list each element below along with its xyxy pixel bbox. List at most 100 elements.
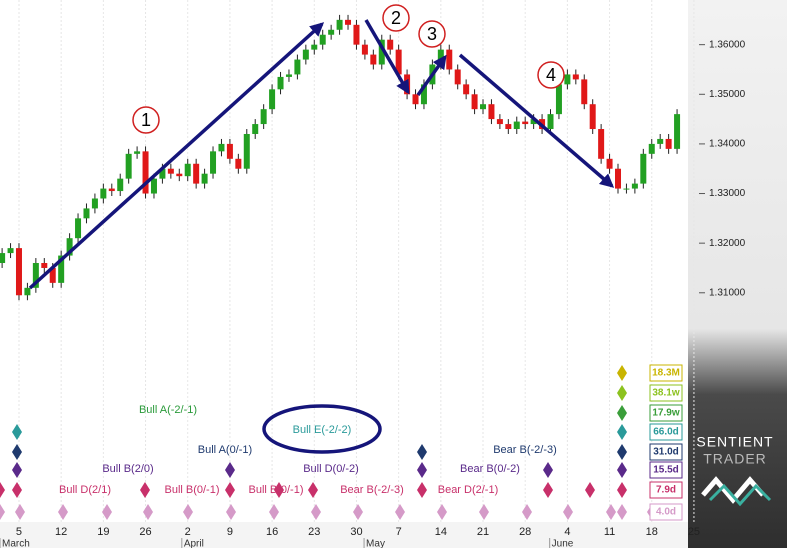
x-tick-label: 9: [227, 526, 233, 538]
candle-body: [378, 39, 385, 65]
y-tick-label: 1.36000: [709, 39, 746, 50]
diamond: [617, 482, 627, 498]
candle-body: [395, 49, 402, 75]
diamond: [0, 504, 5, 520]
candle-body: [480, 104, 487, 110]
month-label: April: [184, 539, 204, 548]
diamond: [417, 462, 427, 478]
marker-circle: [418, 20, 446, 48]
candle-body: [328, 29, 335, 35]
cycle-label: Bear B(0/-2): [460, 463, 520, 475]
period-box: [649, 481, 683, 499]
marker-circle: [382, 4, 410, 32]
x-tick-label: 7: [396, 526, 402, 538]
diamond: [617, 405, 627, 421]
candle-body: [24, 287, 31, 296]
candle-body: [345, 19, 352, 25]
diamond: [12, 462, 22, 478]
diamond: [617, 504, 627, 520]
candle-body: [100, 188, 107, 199]
candle-body: [226, 143, 233, 159]
candle-body: [167, 168, 174, 174]
candle-body: [496, 119, 503, 125]
diamond: [12, 424, 22, 440]
candle-body: [572, 74, 579, 80]
wave-arrows: [28, 19, 615, 290]
candle-body: [176, 173, 183, 177]
brand-line1: SENTIENT: [696, 434, 773, 450]
diamond: [12, 482, 22, 498]
diamond: [102, 504, 112, 520]
diamond: [543, 462, 553, 478]
period-box: [649, 364, 683, 382]
candle-body: [674, 114, 681, 149]
y-tick-label: 1.34000: [709, 139, 746, 150]
diamond: [617, 462, 627, 478]
cycle-label: Bull A(0/-1): [198, 444, 252, 456]
candle-body: [530, 119, 537, 125]
period-box: [649, 404, 683, 422]
candle-body: [277, 76, 284, 90]
month-label: June: [552, 539, 574, 548]
cycle-label: Bull D(2/1): [59, 484, 111, 496]
candle-body: [522, 121, 529, 125]
diamond: [606, 504, 616, 520]
x-tick-label: 5: [16, 526, 22, 538]
candle-body: [513, 121, 520, 130]
candle-body: [58, 255, 65, 283]
period-label: 31.0d: [653, 447, 679, 458]
x-tick-label: 23: [308, 526, 320, 538]
candle-body: [201, 173, 208, 184]
logo-mark: [701, 476, 765, 504]
logo-mark: [708, 483, 772, 507]
candle-body: [311, 44, 318, 50]
diamond: [617, 424, 627, 440]
candle-body: [243, 133, 250, 169]
diamond: [543, 482, 553, 498]
candle-body: [75, 218, 82, 239]
candle-body: [387, 39, 394, 50]
cycle-panel: Bull A(-2/-1) Bull E(-2/-2) Bull A(0/-1) Be…: [0, 364, 683, 521]
candle-body: [7, 248, 14, 254]
x-tick-label: 2: [185, 526, 191, 538]
diamond: [617, 444, 627, 460]
diamond: [140, 482, 150, 498]
period-label: 7.9d: [656, 485, 676, 496]
candle-body: [454, 69, 461, 85]
x-tick-label: 14: [435, 526, 447, 538]
diamond: [311, 504, 321, 520]
candle-body: [665, 138, 672, 149]
candle-body: [91, 198, 98, 209]
annotation: 2: [391, 8, 401, 28]
cycle-label: Bull B(0/-1): [164, 484, 219, 496]
diamond: [269, 504, 279, 520]
diamond: [353, 504, 363, 520]
arrow: [364, 19, 410, 95]
candle-body: [336, 19, 343, 30]
y-tick-label: 1.31000: [709, 287, 746, 298]
candle-body: [319, 34, 326, 45]
candle-body: [606, 158, 613, 169]
candle-body: [49, 267, 56, 283]
period-box: [649, 503, 683, 521]
cycle-label: Bull D(0/-2): [303, 463, 359, 475]
candle-body: [285, 74, 292, 77]
candle-body: [631, 183, 638, 189]
candle-body: [657, 138, 664, 144]
cycle-label: Bull A(-2/-1): [139, 404, 197, 416]
period-label: 66.0d: [653, 427, 679, 438]
arrow: [458, 53, 615, 188]
highlight-ellipse: [262, 404, 382, 454]
period-box: [649, 384, 683, 402]
candle-body: [108, 188, 115, 192]
month-label: May: [366, 539, 385, 548]
candle-body: [581, 79, 588, 105]
wave-markers: 1 2 3 4: [132, 4, 565, 134]
candle-body: [32, 263, 39, 288]
candle-body: [294, 59, 301, 75]
arrow: [416, 54, 447, 97]
candle-body: [15, 248, 22, 296]
candle-body: [159, 168, 166, 179]
axis-strip: [688, 0, 787, 548]
